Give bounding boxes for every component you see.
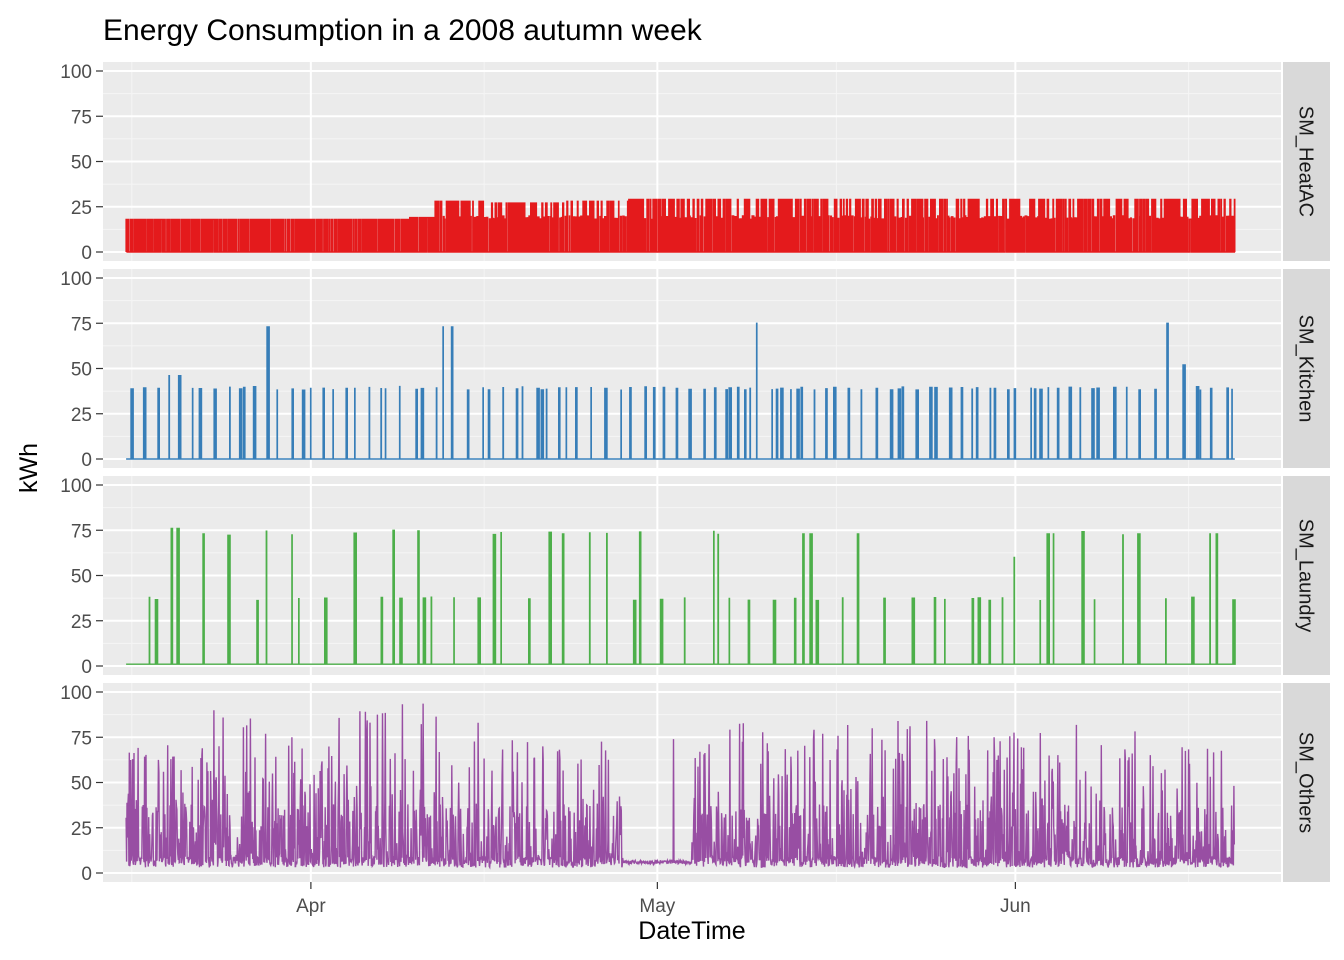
y-tick-label: 50	[71, 774, 92, 795]
chart-title: Energy Consumption in a 2008 autumn week	[103, 14, 703, 47]
y-tick-label: 25	[71, 819, 92, 840]
facet-panel-sm_heatac: 0 25 50 75 100 SM_HeatAC	[60, 62, 1330, 264]
x-axis-title: DateTime	[638, 917, 745, 945]
y-tick-label: 100	[60, 269, 92, 290]
y-tick-label: 75	[71, 728, 92, 749]
y-tick-label: 50	[71, 153, 92, 174]
y-tick-label: 0	[81, 864, 92, 885]
y-tick-label: 75	[71, 107, 92, 128]
facet-strip-label: SM_Laundry	[1295, 519, 1317, 632]
y-tick-label: 50	[71, 360, 92, 381]
y-tick-label: 50	[71, 567, 92, 588]
facet-strip	[1283, 683, 1330, 882]
x-tick-label: Jun	[1000, 896, 1031, 917]
facet-panel-sm_laundry: 0 25 50 75 100 SM_Laundry	[60, 476, 1330, 678]
y-tick-label: 0	[81, 450, 92, 471]
facet-strip-label: SM_Kitchen	[1295, 315, 1317, 423]
facet-strip-label: SM_HeatAC	[1295, 106, 1317, 217]
x-tick-label: May	[639, 896, 675, 917]
facet-strip	[1283, 62, 1330, 261]
y-tick-label: 75	[71, 521, 92, 542]
y-tick-label: 75	[71, 314, 92, 335]
series-line-sm_laundry	[126, 527, 1236, 665]
x-tick-label: Apr	[296, 896, 326, 917]
series-line-sm_heatac	[125, 198, 1236, 253]
series-line-sm_kitchen	[126, 322, 1235, 460]
y-tick-label: 25	[71, 198, 92, 219]
y-tick-label: 100	[60, 62, 92, 83]
facet-panels: 0255075100SM_HeatAC0255075100SM_Kitchen0…	[60, 62, 1330, 885]
y-axis-title: kWh	[15, 443, 43, 493]
x-axis: Apr May Jun	[296, 882, 1031, 917]
y-tick-label: 100	[60, 476, 92, 497]
y-tick-label: 100	[60, 683, 92, 704]
y-tick-label: 0	[81, 657, 92, 678]
facet-panel-sm_kitchen: 0 25 50 75 100 SM_Kitchen	[60, 269, 1330, 471]
facet-strip-label: SM_Others	[1295, 732, 1317, 833]
series-line-sm_others	[125, 703, 1235, 870]
facet-panel-sm_others: 0 25 50 75 100 SM_Others	[60, 683, 1330, 885]
y-tick-label: 25	[71, 405, 92, 426]
y-tick-label: 25	[71, 612, 92, 633]
facet-strip	[1283, 269, 1330, 468]
facet-strip	[1283, 476, 1330, 675]
y-tick-label: 0	[81, 243, 92, 264]
